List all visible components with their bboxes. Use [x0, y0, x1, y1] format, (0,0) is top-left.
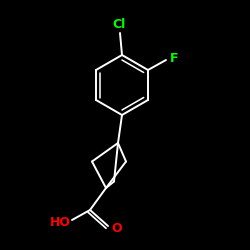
- Text: F: F: [170, 52, 178, 64]
- Text: O: O: [112, 222, 122, 234]
- Text: HO: HO: [50, 216, 70, 228]
- Text: Cl: Cl: [112, 18, 126, 30]
